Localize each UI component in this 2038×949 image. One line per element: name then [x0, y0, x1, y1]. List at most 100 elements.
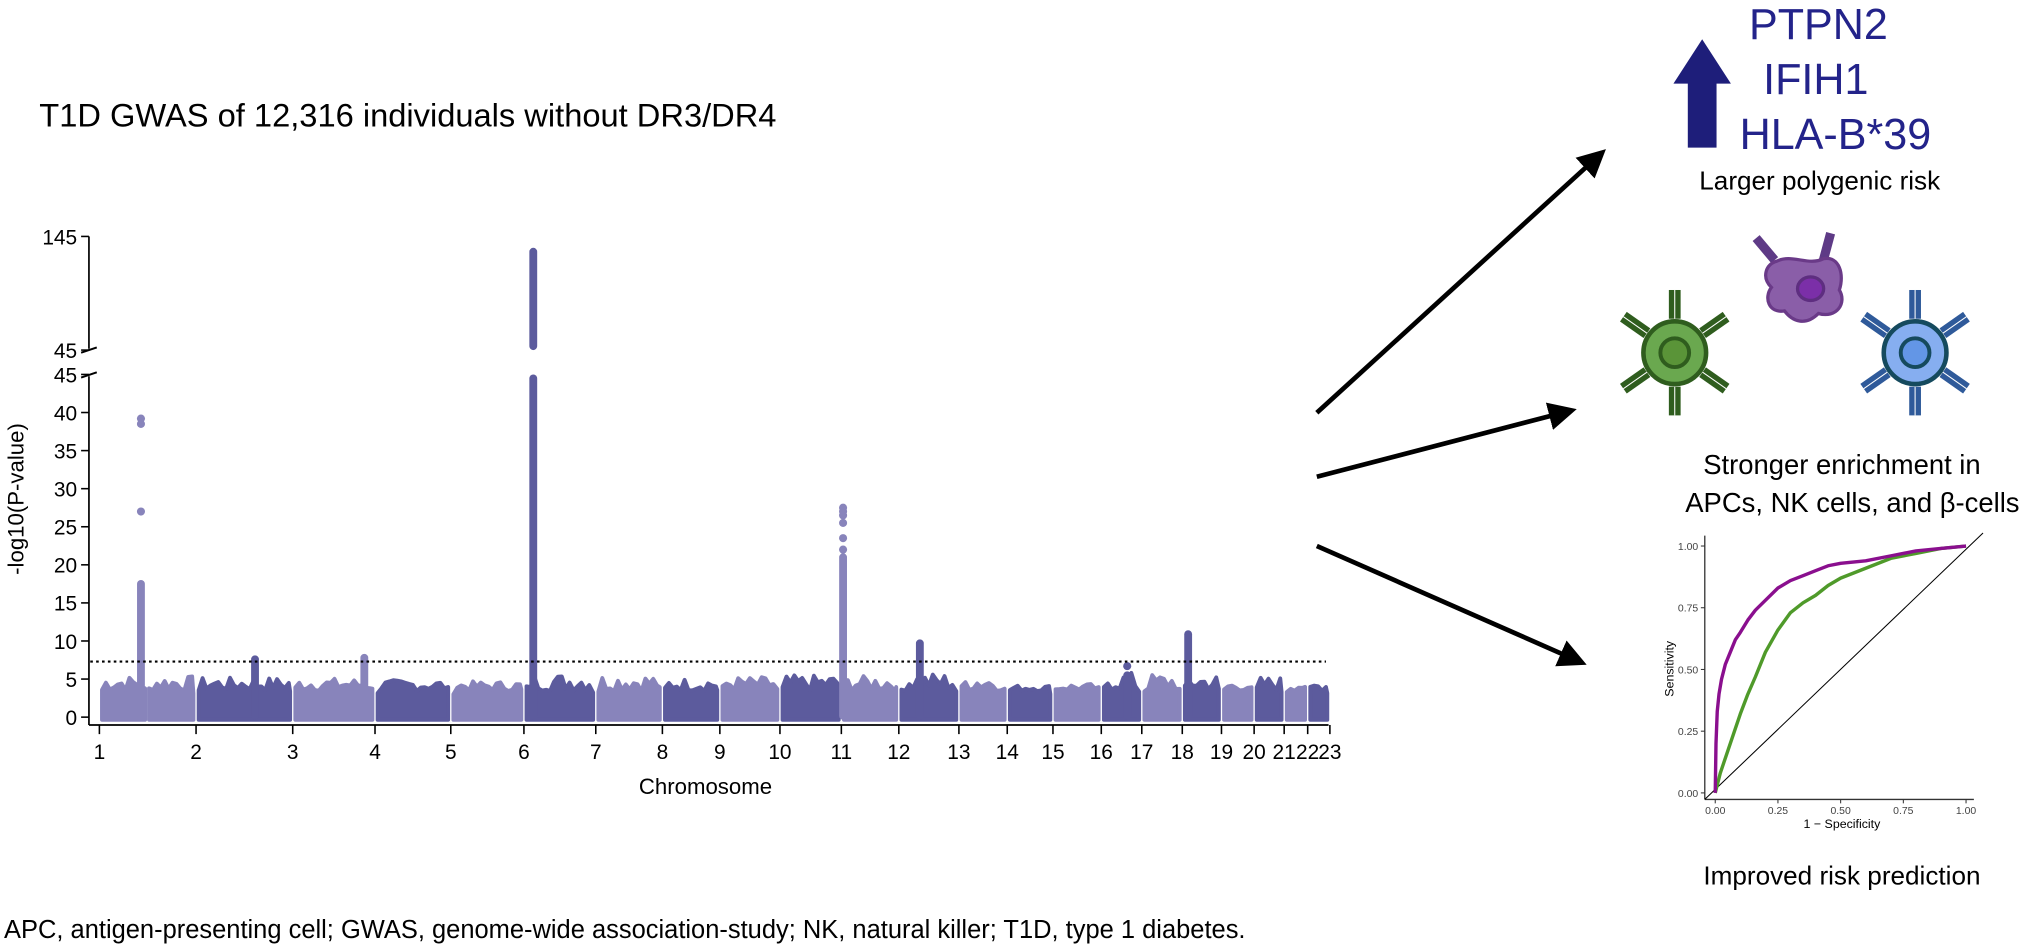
peak-marks	[136, 247, 1193, 720]
arrow-to-cell-enrichment	[1316, 402, 1577, 480]
snp-point-chr16	[1123, 662, 1132, 671]
x-tick-label: 16	[1090, 741, 1113, 764]
peak-column-chr11	[839, 553, 847, 720]
roc-y-tick-label: 0.75	[1678, 604, 1699, 615]
chromosome-block-1	[147, 674, 196, 722]
chromosome-block-11	[842, 674, 899, 722]
nk-blue-cell-icon	[1860, 289, 1970, 416]
x-tick-label: 11	[831, 741, 853, 764]
gene-label: IFIH1	[1763, 56, 1868, 104]
x-tick-label: 4	[369, 741, 381, 764]
chromosome-blocks	[100, 670, 1330, 722]
chromosome-block-8	[663, 677, 720, 722]
x-tick-label: 7	[590, 741, 602, 764]
chromosome-block-13	[959, 680, 1007, 722]
y-tick-label: 10	[54, 631, 77, 654]
roc-y-tick-label: 1.00	[1678, 542, 1699, 553]
y-axis-label: -log10(P-value)	[4, 423, 29, 575]
y-tick-label: 45	[54, 340, 77, 363]
chromosome-block-5	[451, 679, 524, 722]
chromosome-block-16	[1101, 670, 1142, 722]
roc-curve-series	[1713, 544, 1967, 794]
flow-arrows	[1315, 149, 1606, 667]
y-tick-label: 5	[66, 669, 78, 692]
peak-column-chr18	[1184, 630, 1193, 720]
chromosome-block-9	[720, 675, 780, 722]
x-tick-label: 2	[190, 741, 202, 764]
chromosome-block-4	[375, 678, 451, 722]
chromosome-block-21	[1284, 684, 1308, 722]
chromosome-block-20	[1254, 675, 1284, 722]
y-tick-label: 145	[42, 226, 77, 249]
x-tick-label: 22	[1296, 741, 1319, 764]
chromosome-block-15	[1053, 682, 1101, 722]
polygenic-risk-panel: PTPN2 IFIH1 HLA-B*39 Larger polygenic ri…	[1673, 1, 1941, 195]
x-tick-label: 14	[996, 741, 1019, 764]
roc-y-axis-label: Sensitivity	[1662, 640, 1676, 697]
gene-label: PTPN2	[1749, 1, 1888, 49]
x-tick-label: 8	[657, 741, 669, 764]
roc-tick-labels: 0.00 0.00 0.25 0.25 0.50 0.50 0.75 0.75 1.00 1.00	[1678, 542, 1976, 817]
x-tick-label: 21	[1273, 741, 1296, 764]
enrichment-caption-line2: APCs, NK cells, and β-cells	[1685, 487, 2019, 518]
peak-column-chr16	[1123, 671, 1132, 720]
roc-x-tick-label: 1.00	[1956, 806, 1977, 817]
macrophage-purple-cell-icon	[1752, 231, 1844, 323]
snp-point-chr1	[136, 414, 146, 423]
chromosome-block-10	[780, 673, 841, 722]
x-tick-label: 20	[1243, 741, 1266, 764]
y-tick-label: 25	[54, 517, 77, 540]
apc-green-cell-icon	[1620, 289, 1730, 416]
snp-point-chr11	[839, 518, 848, 527]
y-tick-label: 15	[54, 593, 77, 616]
x-tick-label: 19	[1210, 741, 1233, 764]
x-tick-label: 17	[1130, 741, 1153, 764]
x-tick-label: 3	[287, 741, 299, 764]
x-axis-label: Chromosome	[639, 774, 772, 799]
peak-column-chr3	[360, 653, 369, 720]
cell-enrichment-panel: Stronger enrichment in APCs, NK cells, a…	[1620, 231, 2020, 518]
peak-column-chr12	[915, 639, 924, 720]
roc-x-tick-label: 0.25	[1768, 806, 1789, 817]
roc-plot: 0.00 0.00 0.25 0.25 0.50 0.50 0.75 0.75 1.00 1.00…	[1662, 532, 1984, 890]
y-tick-label: 20	[54, 555, 77, 578]
chromosome-block-12	[899, 672, 959, 722]
snp-point-chr1	[136, 507, 146, 516]
y-tick-label: 45	[54, 364, 77, 387]
x-tick-label: 6	[518, 741, 530, 764]
roc-curve-series	[1713, 544, 1967, 793]
roc-y-tick-label: 0.25	[1678, 727, 1699, 738]
chromosome-block-2	[196, 675, 293, 722]
peak-column-chr2	[251, 655, 259, 720]
chromosome-block-19	[1222, 683, 1254, 722]
chromosome-block-22	[1308, 683, 1330, 722]
chromosome-block-17	[1142, 673, 1182, 722]
x-tick-label: 23	[1318, 741, 1341, 764]
y-tick-label: 0	[66, 707, 78, 730]
roc-reference-diagonal	[1704, 532, 1984, 800]
peak-column-upper-chr6	[529, 247, 538, 351]
x-tick-label: 13	[947, 741, 970, 764]
x-tick-label: 10	[768, 741, 791, 764]
roc-x-tick-label: 0.00	[1705, 806, 1726, 817]
gene-label: HLA-B*39	[1740, 111, 1932, 159]
x-tick-label: 15	[1041, 741, 1064, 764]
x-tick-label: 12	[887, 741, 910, 764]
roc-x-axis-label: 1 − Specificity	[1804, 817, 1882, 831]
y-tick-label: 35	[54, 440, 77, 463]
roc-y-tick-label: 0.00	[1678, 789, 1699, 800]
x-tick-label: 1	[94, 741, 106, 764]
roc-x-tick-label: 0.75	[1893, 806, 1914, 817]
footer-abbreviations: APC, antigen-presenting cell; GWAS, geno…	[4, 916, 1246, 944]
peak-column-chr6	[529, 374, 538, 720]
y-tick-label: 30	[54, 479, 77, 502]
snp-point-chr11	[839, 503, 848, 512]
risk-caption: Larger polygenic risk	[1699, 165, 1941, 195]
x-tick-label: 9	[714, 741, 726, 764]
y-tick-label: 40	[54, 402, 77, 425]
figure-title: T1D GWAS of 12,316 individuals without D…	[39, 97, 776, 134]
chromosome-block-14	[1007, 683, 1053, 722]
